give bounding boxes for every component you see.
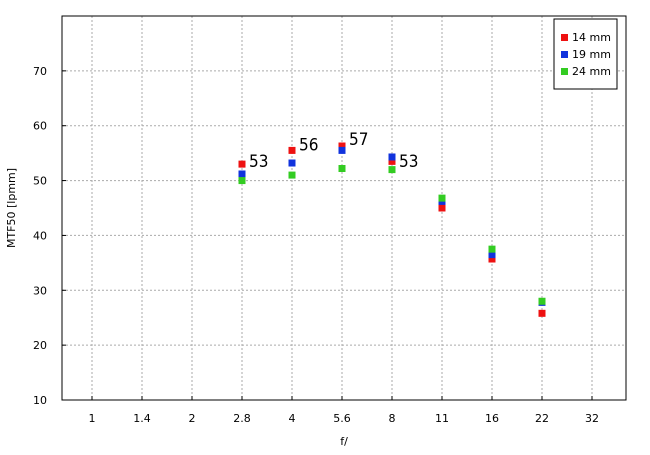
x-tick-label: 1 [89,412,96,425]
x-tick-label: 2.8 [233,412,251,425]
x-tick-label: 8 [389,412,396,425]
data-point [488,251,496,259]
y-axis-label: MTF50 [lpmm] [5,168,18,248]
data-point [288,159,296,167]
data-point [238,160,246,168]
data-point [338,146,346,154]
legend-entry: 19 mm [572,48,611,61]
legend: 14 mm 19 mm 24 mm [553,18,618,90]
data-point [288,146,296,154]
y-tick-label: 30 [33,284,47,297]
data-point [488,245,496,253]
legend-swatch [561,68,568,75]
x-tick-label: 32 [585,412,599,425]
y-tick-label: 70 [33,65,47,78]
y-tick-label: 50 [33,175,47,188]
data-point [488,255,496,263]
data-point [238,170,246,178]
data-label: 56 [299,136,318,156]
data-point [338,142,346,150]
data-label: 53 [399,152,418,172]
grid-lines [62,16,626,400]
data-point [338,165,346,173]
y-tick-label: 10 [33,394,47,407]
y-tick-label: 40 [33,229,47,242]
data-point [388,157,396,165]
x-axis: 1 1.4 2 2.8 4 5.6 8 11 16 22 32 [89,396,599,425]
data-label: 57 [349,130,368,150]
data-point [238,177,246,185]
data-point [288,171,296,179]
data-labels: 53 56 57 53 [249,130,418,172]
y-tick-label: 60 [33,120,47,133]
data-point [388,166,396,174]
data-point [388,153,396,161]
y-tick-label: 20 [33,339,47,352]
x-axis-label: f/ [340,435,348,448]
data-point [538,297,546,305]
data-point [538,309,546,317]
y-axis: 10 20 30 40 50 60 70 [33,65,66,407]
plot-area [61,15,627,401]
data-points [238,142,546,317]
x-tick-label: 2 [189,412,196,425]
x-tick-label: 11 [435,412,449,425]
x-tick-label: 1.4 [133,412,151,425]
x-tick-label: 22 [535,412,549,425]
legend-swatch [561,34,568,41]
legend-entry: 24 mm [572,65,611,78]
legend-entry: 14 mm [572,31,611,44]
data-point [438,194,446,202]
data-point [438,204,446,212]
legend-swatch [561,51,568,58]
x-tick-label: 5.6 [333,412,351,425]
x-tick-label: 16 [485,412,499,425]
x-tick-label: 4 [289,412,296,425]
data-label: 53 [249,152,268,172]
